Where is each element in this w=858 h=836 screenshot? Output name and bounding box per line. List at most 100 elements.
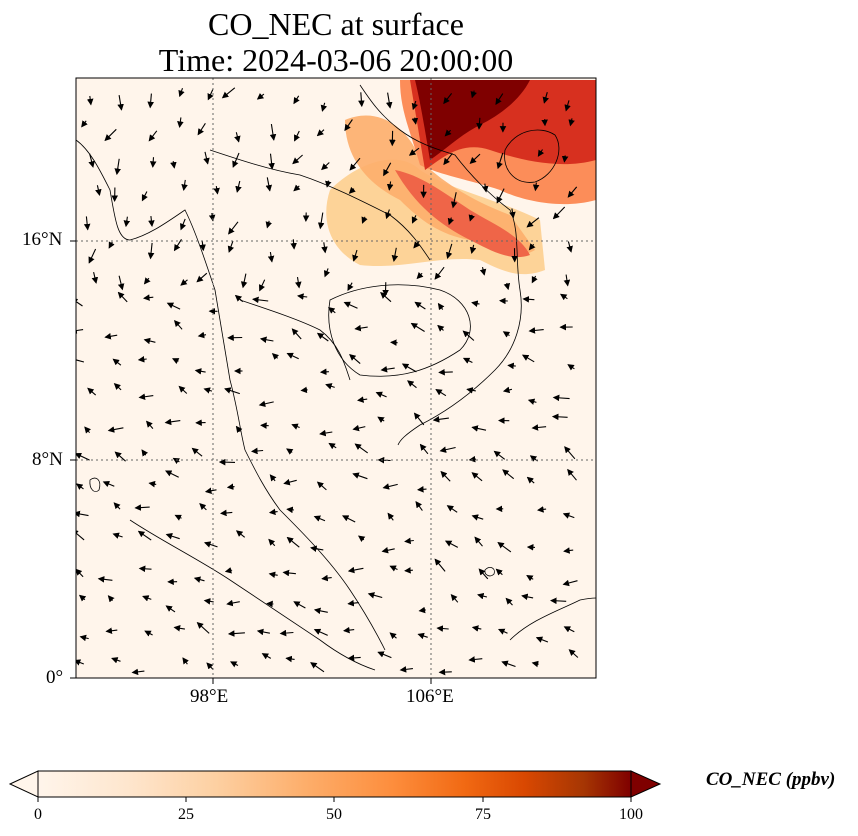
wind-arrow bbox=[477, 592, 488, 600]
wind-arrow bbox=[310, 662, 325, 673]
wind-arrow bbox=[297, 293, 308, 300]
wind-arrow bbox=[323, 268, 331, 278]
wind-arrow bbox=[479, 266, 487, 276]
wind-arrow bbox=[203, 541, 218, 548]
wind-arrow bbox=[566, 241, 573, 253]
wind-arrow bbox=[437, 324, 445, 332]
wind-arrow bbox=[147, 242, 155, 260]
wind-arrow bbox=[145, 420, 154, 429]
wind-arrow bbox=[447, 217, 455, 226]
wind-arrow bbox=[527, 398, 537, 405]
wind-arrow bbox=[562, 579, 578, 587]
wind-arrow bbox=[76, 359, 85, 363]
wind-arrow bbox=[348, 186, 356, 194]
wind-arrow bbox=[316, 332, 329, 342]
wind-arrow bbox=[258, 400, 274, 408]
wind-arrow bbox=[95, 185, 102, 196]
wind-arrow bbox=[474, 536, 483, 547]
wind-arrow bbox=[354, 324, 368, 332]
wind-arrow bbox=[354, 443, 369, 454]
wind-arrow bbox=[235, 180, 242, 193]
wind-arrow bbox=[550, 597, 567, 605]
wind-arrow bbox=[466, 387, 476, 394]
wind-arrow bbox=[503, 282, 511, 291]
wind-arrow bbox=[143, 337, 156, 345]
wind-arrow bbox=[438, 368, 453, 376]
wind-arrow bbox=[142, 595, 152, 602]
colorbar-tick-0: 0 bbox=[34, 806, 42, 823]
colorbar-tick-25: 25 bbox=[178, 806, 194, 823]
colorbar-tick-50: 50 bbox=[326, 806, 342, 823]
wind-arrow bbox=[568, 118, 575, 127]
wind-arrow bbox=[84, 426, 91, 434]
wind-arrow bbox=[380, 365, 395, 373]
wind-arrow bbox=[292, 154, 303, 165]
wind-arrow bbox=[220, 509, 233, 517]
wind-arrow bbox=[221, 87, 236, 99]
hainan-island bbox=[504, 129, 560, 183]
lon-tick-98e: 98°E bbox=[190, 686, 229, 707]
wind-arrow bbox=[413, 240, 421, 249]
concentration-field bbox=[76, 78, 596, 678]
wind-arrow bbox=[358, 92, 365, 108]
wind-arrow bbox=[108, 241, 115, 249]
wind-arrow bbox=[531, 660, 539, 668]
wind-arrow bbox=[148, 130, 158, 142]
wind-arrow bbox=[138, 565, 152, 573]
wind-arrow bbox=[377, 416, 385, 423]
wind-arrow bbox=[235, 530, 246, 538]
wind-arrow bbox=[291, 423, 300, 430]
wind-arrow bbox=[413, 412, 425, 426]
wind-arrow bbox=[495, 93, 504, 106]
wind-arrow bbox=[361, 216, 368, 224]
wind-arrow bbox=[181, 179, 188, 191]
wind-arrow bbox=[381, 547, 395, 554]
wind-arrow bbox=[391, 247, 399, 262]
wind-arrow bbox=[434, 266, 445, 280]
wind-arrow bbox=[321, 162, 330, 171]
sumatra-coast bbox=[129, 519, 376, 671]
colorbar-tick-100: 100 bbox=[619, 806, 643, 823]
wind-arrow bbox=[286, 352, 299, 360]
wind-arrow bbox=[193, 576, 205, 583]
wind-arrow bbox=[76, 298, 83, 307]
wind-arrow bbox=[203, 598, 214, 605]
wind-arrow bbox=[165, 533, 180, 540]
wind-arrow bbox=[91, 271, 99, 284]
wind-arrow bbox=[411, 117, 419, 125]
coastline-west bbox=[76, 139, 386, 651]
wind-arrow bbox=[291, 328, 302, 340]
wind-arrow bbox=[564, 100, 571, 112]
wind-arrow bbox=[170, 161, 177, 169]
wind-arrow bbox=[367, 592, 383, 599]
wind-arrow bbox=[531, 275, 538, 284]
wind-arrow bbox=[143, 277, 151, 285]
wind-arrow bbox=[537, 506, 547, 513]
wind-arrow bbox=[194, 368, 206, 375]
wind-arrow bbox=[325, 383, 335, 390]
wind-arrow bbox=[551, 413, 568, 421]
wind-arrow bbox=[196, 272, 208, 283]
wind-arrow bbox=[407, 380, 417, 389]
wind-arrow bbox=[568, 649, 579, 658]
wind-arrow bbox=[144, 630, 153, 637]
wind-arrow bbox=[227, 630, 245, 637]
wind-arrow bbox=[493, 450, 506, 460]
lat-tick-16n: 16°N bbox=[22, 229, 63, 250]
wind-arrow bbox=[352, 424, 366, 432]
wind-arrow bbox=[377, 456, 391, 464]
wind-arrow bbox=[123, 216, 131, 228]
wind-arrow bbox=[502, 469, 515, 480]
wind-arrow bbox=[435, 389, 447, 397]
wind-arrow bbox=[349, 353, 361, 365]
wind-arrow bbox=[526, 217, 540, 228]
wind-arrow bbox=[228, 221, 239, 235]
lat-tick-0: 0° bbox=[46, 667, 64, 688]
wind-arrow bbox=[445, 243, 453, 259]
wind-arrow bbox=[446, 505, 458, 513]
wind-arrow bbox=[347, 282, 354, 292]
wind-arrow bbox=[563, 547, 574, 554]
wind-arrow bbox=[76, 483, 84, 490]
wind-arrow bbox=[502, 331, 511, 338]
wind-arrow bbox=[469, 153, 481, 164]
